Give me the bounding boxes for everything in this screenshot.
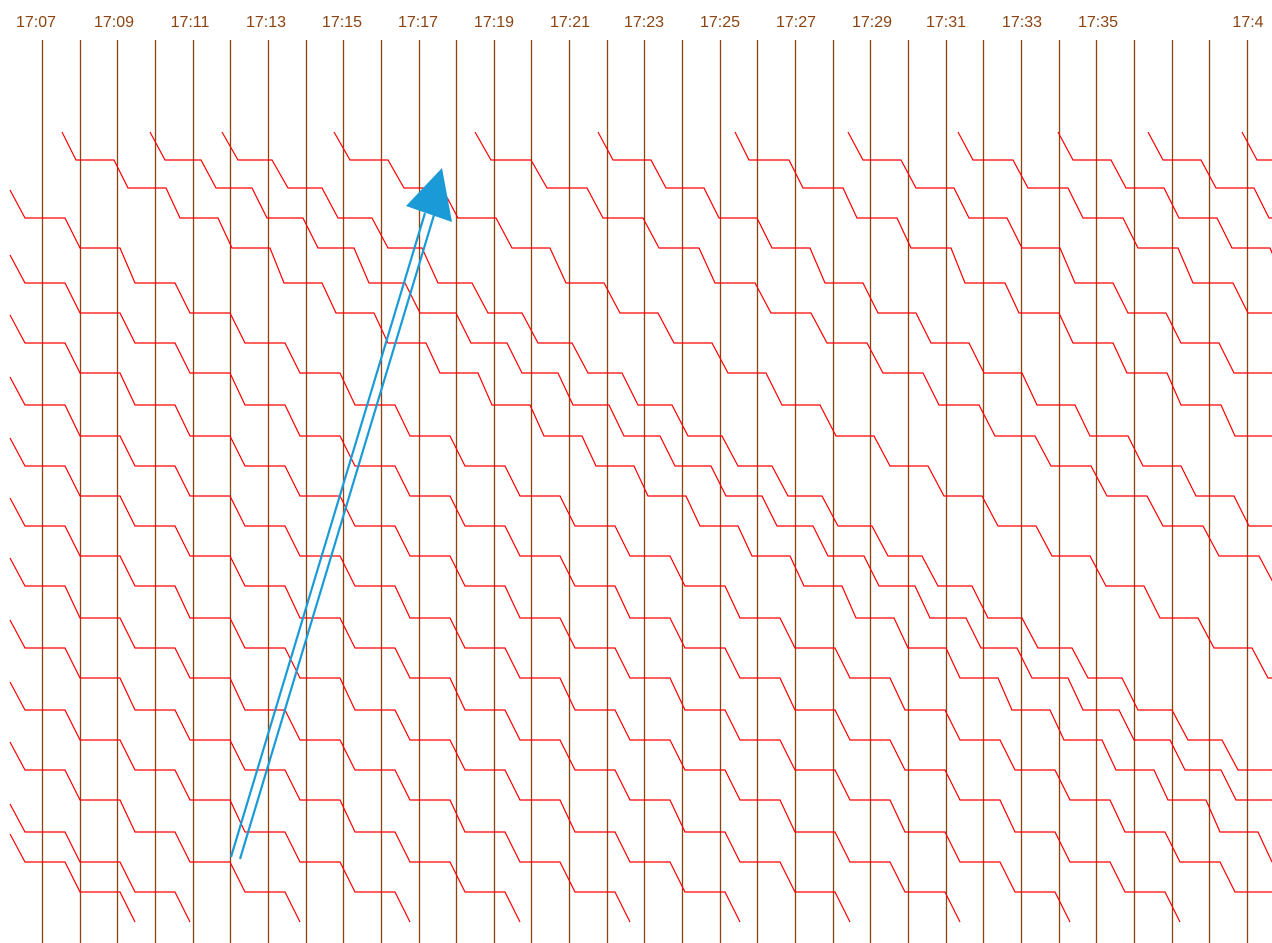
time-label: 17:21 xyxy=(550,14,590,31)
train-path xyxy=(9,741,301,923)
time-label: 17:07 xyxy=(16,14,56,31)
train-path xyxy=(333,131,1272,679)
train-path xyxy=(149,131,1272,802)
train-path xyxy=(9,437,851,923)
train-path xyxy=(597,131,1272,527)
train-path xyxy=(1057,131,1272,255)
train-path xyxy=(9,619,521,923)
train-path xyxy=(9,833,136,923)
train-path xyxy=(9,376,961,923)
train-path xyxy=(1147,131,1272,219)
train-path xyxy=(734,131,1272,437)
train-path xyxy=(1241,131,1272,161)
time-label: 17:35 xyxy=(1078,14,1118,31)
time-label: 17:19 xyxy=(474,14,514,31)
time-label: 17:11 xyxy=(171,14,210,31)
time-label: 17:29 xyxy=(852,14,892,31)
train-path xyxy=(9,314,1071,923)
time-label: 17:31 xyxy=(926,14,966,31)
train-path xyxy=(9,803,191,923)
time-label: 17:25 xyxy=(700,14,740,31)
arrow-shaft-line xyxy=(229,212,427,858)
train-path xyxy=(9,189,1272,893)
time-gridlines xyxy=(41,40,1249,943)
train-path xyxy=(957,131,1272,314)
train-path xyxy=(847,131,1272,375)
direction-arrow xyxy=(229,168,452,860)
train-path xyxy=(9,497,741,923)
time-axis-labels: 17:07 17:09 17:11 17:13 17:15 17:17 17:19 17:21… xyxy=(16,14,1264,31)
time-label: 17:09 xyxy=(94,14,134,31)
arrow-shaft-line xyxy=(238,214,436,860)
arrow-head xyxy=(406,168,452,222)
time-label: 17:17 xyxy=(398,14,438,31)
train-path xyxy=(61,131,1272,863)
time-label: 17:23 xyxy=(624,14,664,31)
train-path xyxy=(9,254,1181,923)
time-label: 17:15 xyxy=(322,14,362,31)
time-label: 17:4 xyxy=(1232,14,1263,31)
train-paths xyxy=(9,131,1272,923)
time-label: 17:27 xyxy=(776,14,816,31)
time-label: 17:33 xyxy=(1002,14,1042,31)
time-label: 17:13 xyxy=(246,14,286,31)
train-path xyxy=(474,131,1272,582)
train-path xyxy=(9,557,631,923)
train-path xyxy=(9,681,411,923)
train-path xyxy=(221,131,1272,772)
